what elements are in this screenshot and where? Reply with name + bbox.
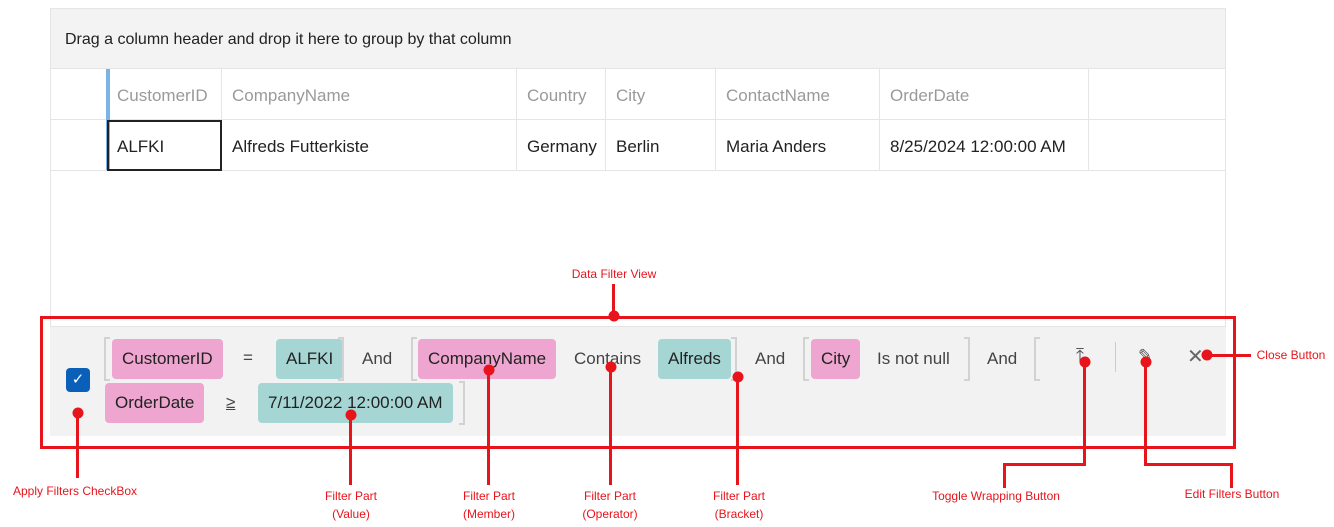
toggle-wrapping-button[interactable]: ⤒ xyxy=(1076,345,1084,366)
annotation-frame xyxy=(40,316,1236,449)
annotation-edit: Edit Filters Button xyxy=(1184,487,1280,501)
bracket-close xyxy=(338,337,344,381)
cell-contactname[interactable]: Maria Anders xyxy=(716,120,880,170)
bracket-close xyxy=(459,381,465,425)
column-header-contactname[interactable]: ContactName xyxy=(716,69,880,119)
filter-member[interactable]: OrderDate xyxy=(105,383,205,423)
filter-operator[interactable]: Contains xyxy=(574,349,642,368)
bracket-open xyxy=(411,337,417,381)
header-row: CustomerID CompanyName Country City Cont… xyxy=(50,69,1226,170)
row-indicator xyxy=(106,69,110,170)
column-header-orderdate[interactable]: OrderDate xyxy=(880,69,1089,119)
filter-operator[interactable]: = xyxy=(243,348,253,367)
checkmark-icon: ✓ xyxy=(71,371,85,388)
bracket-open xyxy=(104,337,110,381)
filter-member[interactable]: City xyxy=(811,339,861,379)
filter-operator[interactable]: Is not null xyxy=(877,349,950,368)
filter-value[interactable]: Alfreds xyxy=(658,339,731,379)
bracket-close xyxy=(964,337,970,381)
column-header-customerid[interactable]: CustomerID xyxy=(107,69,222,119)
annotation-close: Close Button xyxy=(1256,348,1326,362)
focused-cell xyxy=(107,120,222,171)
close-icon: ✕ xyxy=(1187,346,1204,368)
cell-country[interactable]: Germany xyxy=(517,120,606,170)
close-button[interactable]: ✕ xyxy=(1187,344,1204,369)
filter-member[interactable]: CustomerID xyxy=(112,339,223,379)
bracket-open xyxy=(803,337,809,381)
annotation-operator: Filter Part (Operator) xyxy=(582,489,638,521)
filter-logical-operator[interactable]: And xyxy=(987,349,1018,368)
annotation-bracket: Filter Part (Bracket) xyxy=(712,489,766,521)
cell-city[interactable]: Berlin xyxy=(606,120,716,170)
data-filter-view xyxy=(50,326,1226,436)
filter-logical-operator[interactable]: And xyxy=(755,349,786,368)
annotation-data-filter-view: Data Filter View xyxy=(571,267,657,281)
table-row[interactable]: ALFKI Alfreds Futterkiste Germany Berlin… xyxy=(50,120,1226,171)
annotation-member: Filter Part (Member) xyxy=(462,489,516,521)
filter-value[interactable]: ALFKI xyxy=(276,339,344,379)
bracket-open xyxy=(1034,337,1040,381)
column-header-city[interactable]: City xyxy=(606,69,716,119)
group-panel[interactable]: Drag a column header and drop it here to… xyxy=(50,8,1226,69)
collapse-up-icon: ⤒ xyxy=(1076,345,1084,365)
cell-orderdate[interactable]: 8/25/2024 12:00:00 AM xyxy=(880,120,1089,170)
cell-companyname[interactable]: Alfreds Futterkiste xyxy=(222,120,517,170)
filter-operator[interactable]: ≥ xyxy=(226,393,236,412)
filter-logical-operator[interactable]: And xyxy=(362,349,393,368)
annotation-apply: Apply Filters CheckBox xyxy=(12,484,138,498)
annotation-value: Filter Part (Value) xyxy=(324,489,378,521)
toolbar-divider xyxy=(1115,342,1116,372)
annotation-toggle: Toggle Wrapping Button xyxy=(932,489,1060,503)
apply-filters-checkbox[interactable]: ✓ xyxy=(66,368,90,392)
column-header-companyname[interactable]: CompanyName xyxy=(222,69,517,119)
column-header-country[interactable]: Country xyxy=(517,69,606,119)
